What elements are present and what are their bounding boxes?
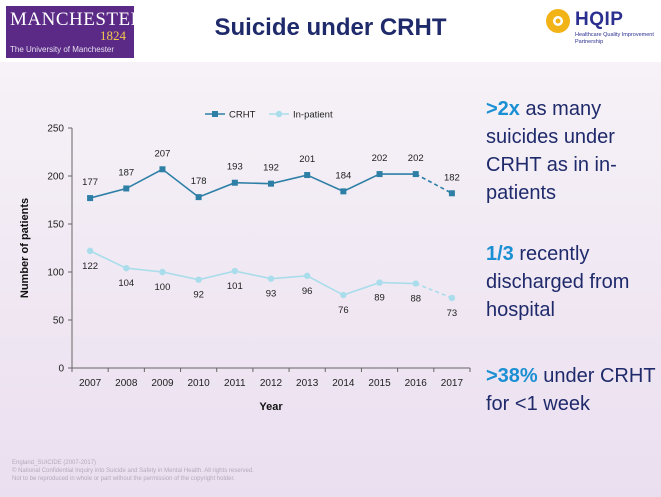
- callout-week-highlight: >38%: [486, 365, 538, 387]
- in-patient-data-label: 96: [302, 286, 313, 297]
- y-tick-label: 150: [47, 220, 64, 231]
- logo-subtitle: The University of Manchester: [10, 45, 115, 54]
- x-axis-title: Year: [259, 401, 283, 413]
- in-patient-projected-line: [415, 282, 453, 299]
- in-patient-point: [231, 267, 239, 275]
- logo-name: MANCHESTER: [10, 9, 144, 30]
- crht-point: [195, 194, 202, 201]
- in-patient-data-label: 93: [266, 289, 277, 300]
- y-tick-label: 50: [53, 316, 65, 327]
- x-tick-label: 2011: [224, 378, 246, 389]
- x-tick-label: 2012: [260, 378, 283, 389]
- crht-data-label: 182: [444, 172, 460, 183]
- x-tick-label: 2016: [405, 378, 428, 389]
- logo-year: 1824: [100, 28, 126, 43]
- footer-line-3: Not to be reproduced in whole or part wi…: [12, 476, 235, 482]
- callout-ratio-highlight: >2x: [486, 98, 520, 120]
- in-patient-point: [86, 247, 94, 255]
- in-patient-point: [267, 275, 275, 282]
- in-patient-point: [412, 280, 419, 287]
- x-tick-label: 2009: [151, 378, 174, 389]
- footer-note: England_SUICIDE (2007-2017) © National C…: [12, 459, 254, 483]
- crht-data-label: 202: [372, 153, 388, 164]
- x-tick-label: 2014: [332, 378, 355, 389]
- in-patient-point: [195, 276, 202, 283]
- in-patient-point: [340, 291, 347, 299]
- slide-background: [0, 62, 661, 497]
- hqip-subtitle: Healthcare Quality Improvement Partnersh…: [575, 32, 654, 45]
- crht-data-label: 177: [82, 177, 98, 188]
- crht-legend-label: CRHT: [229, 110, 256, 121]
- crht-point: [304, 172, 311, 179]
- in-patient-data-label: 73: [447, 308, 458, 319]
- in-patient-point: [159, 268, 166, 276]
- in-patient-series-line: [89, 250, 416, 296]
- line-chart: 0 50 100 150 200 250 2007 2008 2009 2010 2011 2012 2…: [19, 110, 471, 413]
- x-tick-label: 2017: [441, 378, 464, 389]
- y-tick-label: 200: [47, 172, 64, 183]
- hqip-name: HQIP: [575, 9, 624, 30]
- callout-discharged-highlight: 1/3: [486, 243, 514, 265]
- in-patient-point: [376, 279, 383, 286]
- crht-point: [412, 171, 419, 178]
- in-patient-data-label: 88: [410, 294, 421, 305]
- university-logo: MANCHESTER 1824 The University of Manche…: [6, 6, 144, 58]
- in-patient-data-label: 122: [82, 261, 98, 272]
- crht-data-label: 193: [227, 162, 243, 173]
- crht-data-label: 202: [408, 153, 424, 164]
- in-patient-data-label: 92: [193, 290, 204, 301]
- hqip-logo-icon: [546, 9, 570, 33]
- in-patient-point: [448, 294, 456, 302]
- x-tick-label: 2007: [79, 378, 102, 389]
- y-tick-label: 250: [47, 124, 64, 135]
- x-tick-label: 2008: [115, 378, 138, 389]
- callout-ratio: >2x as many suicides under CRHT as in in…: [486, 95, 656, 207]
- x-tick-label: 2015: [368, 378, 391, 389]
- crht-point: [87, 195, 94, 202]
- crht-data-label: 178: [191, 176, 207, 187]
- callout-ratio-text: as many suicides under CRHT as in in-pat…: [486, 98, 617, 204]
- crht-legend-marker: [212, 111, 218, 117]
- in-patient-data-label: 76: [338, 305, 349, 316]
- footer-line-2: © National Confidential Inquiry into Sui…: [12, 468, 254, 474]
- crht-data-label: 207: [155, 148, 171, 159]
- in-patient-data-label: 100: [155, 282, 171, 293]
- callout-discharged-text: recently discharged from hospital: [486, 243, 630, 321]
- crht-point: [159, 166, 166, 173]
- crht-data-label: 184: [335, 170, 351, 181]
- crht-point: [231, 179, 238, 186]
- in-patient-point: [123, 264, 130, 272]
- x-tick-label: 2013: [296, 378, 319, 389]
- crht-point: [448, 190, 455, 197]
- crht-data-label: 201: [299, 154, 315, 165]
- y-tick-label: 100: [47, 268, 64, 279]
- y-tick-label: 0: [58, 364, 64, 375]
- in-patient-data-label: 89: [374, 293, 385, 304]
- crht-point: [340, 188, 347, 195]
- callout-week: >38% under CRHT for <1 week: [486, 362, 658, 418]
- slide-title: Suicide under CRHT: [214, 14, 447, 41]
- in-patient-legend-label: In-patient: [293, 110, 333, 121]
- y-axis-title: Number of patients: [19, 198, 31, 298]
- x-tick-label: 2010: [188, 378, 211, 389]
- in-patient-data-label: 104: [118, 278, 134, 289]
- crht-point: [376, 171, 383, 178]
- crht-series-line: [89, 168, 416, 199]
- crht-point: [123, 185, 130, 192]
- header-bar: MANCHESTER 1824 The University of Manche…: [0, 0, 661, 62]
- crht-data-label: 187: [118, 167, 134, 178]
- in-patient-data-label: 101: [227, 281, 243, 292]
- crht-point: [268, 180, 274, 187]
- in-patient-legend-marker: [275, 110, 283, 118]
- callout-discharged: 1/3 recently discharged from hospital: [486, 240, 656, 324]
- footer-line-1: England_SUICIDE (2007-2017): [12, 460, 97, 466]
- callout-week-text: under CRHT for <1 week: [486, 365, 656, 415]
- crht-data-label: 192: [263, 163, 279, 174]
- in-patient-point: [303, 272, 311, 280]
